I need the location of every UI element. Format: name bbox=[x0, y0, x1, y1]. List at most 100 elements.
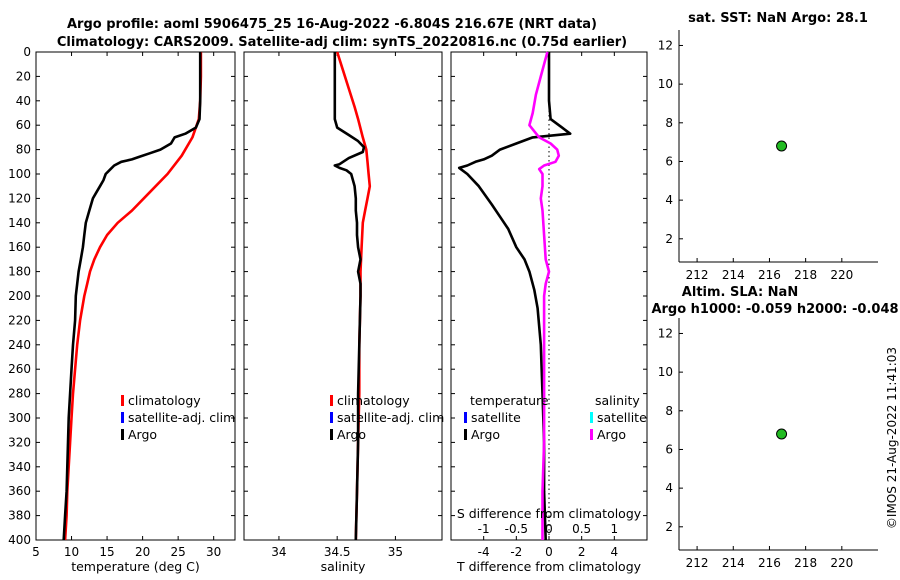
panel-title: Argo h1000: -0.059 h2000: -0.048 bbox=[651, 302, 898, 317]
legend-entry: satellite-adj. clim bbox=[337, 410, 444, 425]
x-tick-label: -2 bbox=[510, 545, 522, 559]
y-tick-label: 10 bbox=[658, 365, 673, 379]
y-tick-label: 280 bbox=[8, 387, 31, 401]
x-axis-label: salinity bbox=[321, 559, 366, 574]
y-tick-label: 340 bbox=[8, 460, 31, 474]
y-tick-label: 4 bbox=[665, 193, 673, 207]
x-tick-label: 216 bbox=[758, 556, 781, 570]
s-diff-axis-label: S difference from climatology bbox=[457, 506, 642, 521]
x-tick-label: 218 bbox=[794, 556, 817, 570]
legend-swatch bbox=[330, 412, 333, 423]
s-diff-tick-label: 1 bbox=[611, 522, 619, 536]
legend-entry: climatology bbox=[337, 393, 410, 408]
legend-entry: Argo bbox=[471, 427, 500, 442]
x-tick-label: 216 bbox=[758, 268, 781, 282]
temperature-panel: 0 20 40 60 80 100 120 140 160 180 200 220 240 260 280 3… bbox=[8, 45, 236, 574]
y-tick-label: 80 bbox=[16, 143, 31, 157]
y-tick-label: 4 bbox=[665, 481, 673, 495]
x-axis-label: T difference from climatology bbox=[456, 559, 642, 574]
y-tick-label: 12 bbox=[658, 38, 673, 52]
s-diff-tick-label: 0.5 bbox=[572, 522, 591, 536]
y-tick-label: 8 bbox=[665, 116, 673, 130]
data-point bbox=[776, 428, 788, 440]
y-tick-label: 6 bbox=[665, 154, 673, 168]
y-tick-label: 0 bbox=[23, 45, 31, 59]
y-tick-label: 40 bbox=[16, 94, 31, 108]
series-line-climatology bbox=[63, 52, 203, 541]
x-tick-label: 0 bbox=[545, 545, 553, 559]
y-tick-label: 180 bbox=[8, 265, 31, 279]
y-tick-label: 12 bbox=[658, 326, 673, 340]
x-tick-label: 35 bbox=[388, 545, 403, 559]
y-tick-label: 380 bbox=[8, 509, 31, 523]
x-tick-label: 20 bbox=[135, 545, 150, 559]
y-tick-label: 2 bbox=[665, 520, 673, 534]
x-tick-label: 212 bbox=[686, 268, 709, 282]
x-tick-label: 34.5 bbox=[324, 545, 351, 559]
legend-swatch bbox=[121, 412, 124, 423]
y-tick-label: 8 bbox=[665, 404, 673, 418]
y-tick-label: 260 bbox=[8, 362, 31, 376]
x-tick-label: 220 bbox=[830, 556, 853, 570]
legend-entry: Argo bbox=[128, 427, 157, 442]
y-tick-label: 300 bbox=[8, 411, 31, 425]
x-tick-label: -4 bbox=[478, 545, 490, 559]
legend-entry: satellite bbox=[597, 410, 647, 425]
difference-panel: -4 -2 0 2 4T difference from climatology -1 -0… bbox=[450, 51, 648, 574]
legend-entry: satellite bbox=[471, 410, 521, 425]
sst-panel: 2 4 6 8 10 12 212 214 216 218 220 sat. SST: NaN Arg… bbox=[658, 11, 878, 282]
x-tick-label: 34 bbox=[271, 545, 286, 559]
y-tick-label: 320 bbox=[8, 435, 31, 449]
x-tick-label: 30 bbox=[206, 545, 221, 559]
y-tick-label: 60 bbox=[16, 118, 31, 132]
x-tick-label: 15 bbox=[99, 545, 114, 559]
axes-frame bbox=[35, 51, 236, 541]
legend-swatch bbox=[330, 395, 333, 406]
header-line-1: Argo profile: aoml 5906475_25 16-Aug-202… bbox=[67, 17, 597, 32]
y-tick-label: 400 bbox=[8, 533, 31, 547]
y-tick-label: 100 bbox=[8, 167, 31, 181]
legend-title-salinity: salinity bbox=[595, 393, 640, 408]
x-tick-label: 214 bbox=[722, 268, 745, 282]
series-line-s-diff-argo bbox=[528, 51, 561, 540]
series-line-t-diff-argo bbox=[457, 52, 572, 541]
y-tick-label: 20 bbox=[16, 69, 31, 83]
timestamp-watermark: ©IMOS 21-Aug-2022 11:41:03 bbox=[885, 347, 899, 529]
y-tick-label: 10 bbox=[658, 77, 673, 91]
x-tick-label: 220 bbox=[830, 268, 853, 282]
y-tick-label: 240 bbox=[8, 338, 31, 352]
data-point bbox=[776, 140, 788, 152]
series-line-argo bbox=[62, 52, 202, 541]
x-tick-label: 212 bbox=[686, 556, 709, 570]
legend-swatch bbox=[464, 412, 467, 423]
x-axis-label: temperature (deg C) bbox=[71, 559, 200, 574]
legend-swatch bbox=[330, 429, 333, 440]
legend-title-temperature: temperature bbox=[470, 393, 549, 408]
axes-frame bbox=[243, 51, 443, 541]
legend-entry: satellite-adj. clim bbox=[128, 410, 235, 425]
header-line-2: Climatology: CARS2009. Satellite-adj cli… bbox=[57, 35, 627, 50]
x-tick-label: 2 bbox=[578, 545, 586, 559]
legend-swatch bbox=[590, 429, 593, 440]
panel-title: Altim. SLA: NaN bbox=[682, 285, 798, 300]
legend-entry: Argo bbox=[597, 427, 626, 442]
y-tick-label: 140 bbox=[8, 216, 31, 230]
y-tick-label: 360 bbox=[8, 484, 31, 498]
panel-title: sat. SST: NaN Argo: 28.1 bbox=[688, 11, 868, 26]
s-diff-tick-label: -0.5 bbox=[505, 522, 528, 536]
legend-swatch bbox=[121, 395, 124, 406]
s-diff-tick-label: 0 bbox=[545, 522, 553, 536]
x-tick-label: 25 bbox=[171, 545, 186, 559]
x-tick-label: 214 bbox=[722, 556, 745, 570]
x-tick-label: 10 bbox=[64, 545, 79, 559]
legend-entry: climatology bbox=[128, 393, 201, 408]
x-tick-label: 218 bbox=[794, 268, 817, 282]
y-tick-label: 2 bbox=[665, 232, 673, 246]
legend-swatch bbox=[464, 429, 467, 440]
salinity-panel: 34 34.5 35 salinity climatology satellite-adj… bbox=[243, 51, 444, 574]
y-tick-label: 120 bbox=[8, 191, 31, 205]
x-tick-label: 4 bbox=[611, 545, 619, 559]
legend-entry: Argo bbox=[337, 427, 366, 442]
sla-panel: 2 4 6 8 10 12 212 214 216 218 220 Altim. SLA: NaN Ar… bbox=[651, 285, 898, 570]
